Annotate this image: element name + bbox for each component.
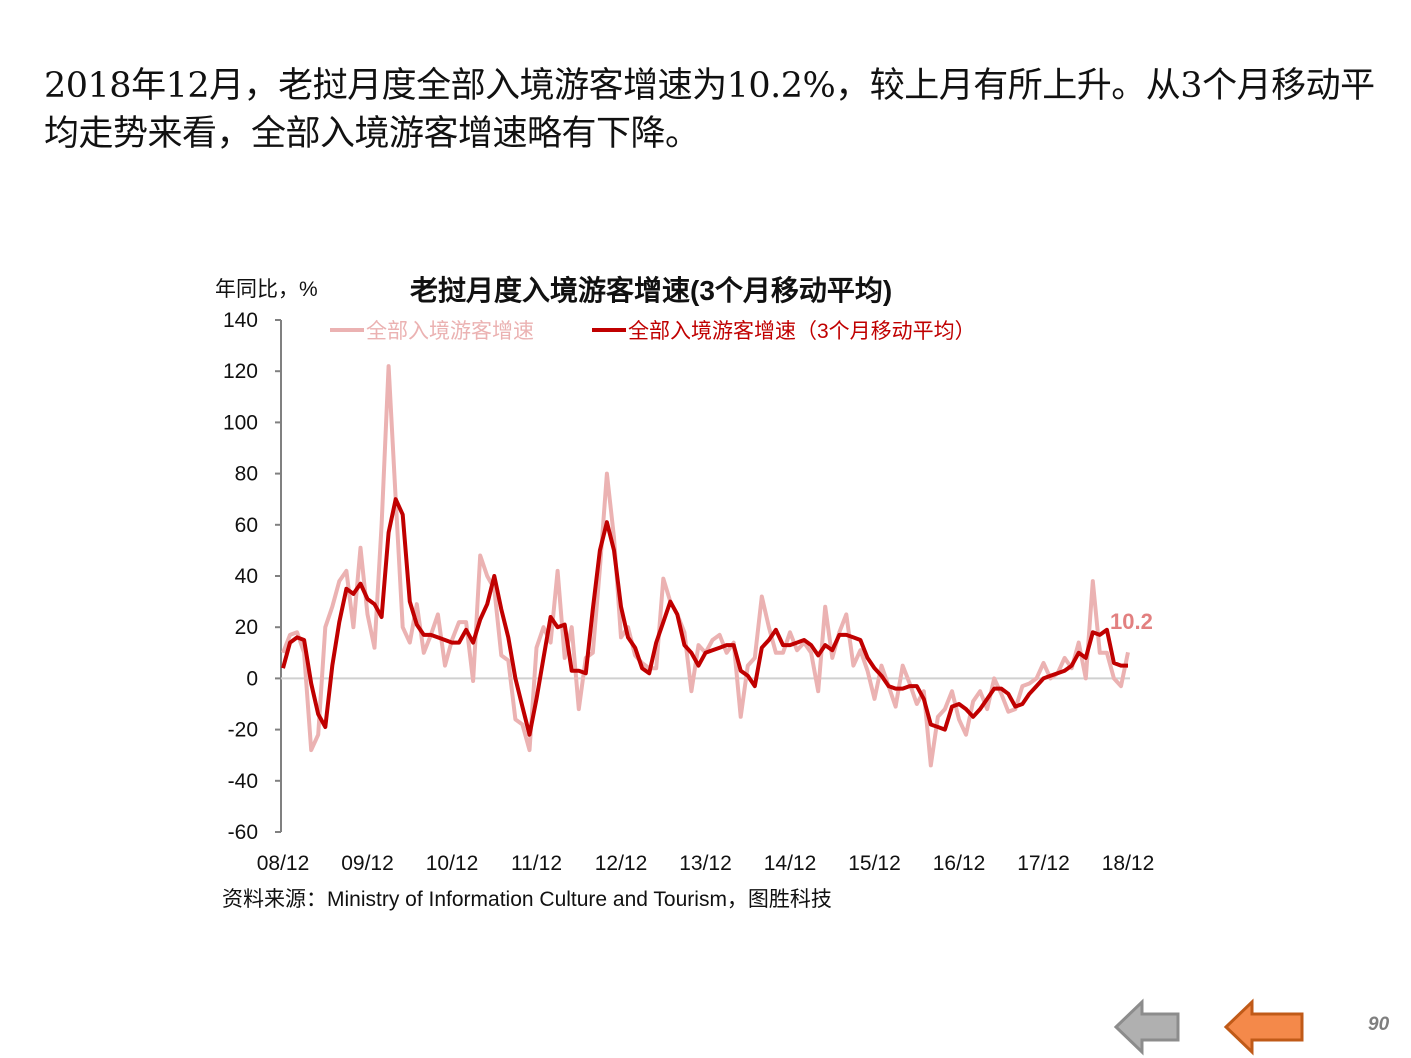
- back-arrow-button[interactable]: [1112, 998, 1184, 1056]
- x-tick-label: 11/12: [511, 852, 562, 875]
- grey-left-arrow-icon: [1113, 998, 1180, 1056]
- y-tick-label: 100: [223, 411, 258, 434]
- intro-text: 2018年12月，老挝月度全部入境游客增速为10.2%，较上月有所上升。从3个月…: [44, 66, 1375, 154]
- y-tick-label: 60: [235, 514, 258, 537]
- y-tick-label: 40: [235, 565, 258, 588]
- y-tick-label: 140: [223, 309, 258, 332]
- legend-label-raw: 全部入境游客增速: [366, 320, 534, 343]
- x-tick-label: 17/12: [1017, 852, 1070, 875]
- legend-label-ma: 全部入境游客增速（3个月移动平均）: [628, 320, 976, 343]
- chart-title: 老挝月度入境游客增速(3个月移动平均): [410, 274, 892, 306]
- moving-average-line: [281, 497, 1128, 737]
- y-tick-label: -60: [228, 821, 258, 844]
- page-number: 90: [1368, 1014, 1390, 1035]
- y-tick-label: 0: [246, 667, 258, 690]
- x-tick-label: 10/12: [426, 852, 479, 875]
- x-tick-label: 15/12: [848, 852, 901, 875]
- x-tick-label: 16/12: [933, 852, 986, 875]
- x-tick-label: 09/12: [341, 852, 394, 875]
- orange-left-arrow-icon: [1223, 998, 1304, 1056]
- y-tick-label: 120: [223, 360, 258, 383]
- x-tick-label: 13/12: [679, 852, 732, 875]
- last-value-label: 10.2: [1110, 609, 1153, 634]
- y-tick-label: 80: [235, 463, 258, 486]
- y-tick-label: -20: [228, 719, 258, 742]
- y-axis-label: 年同比，%: [215, 278, 318, 301]
- y-tick-label: 20: [235, 616, 258, 639]
- previous-arrow-button[interactable]: [1222, 998, 1308, 1056]
- raw-growth-line: [281, 364, 1130, 768]
- y-tick-label: -40: [228, 770, 258, 793]
- legend: 全部入境游客增速 全部入境游客增速（3个月移动平均）: [330, 320, 976, 343]
- x-tick-label: 18/12: [1102, 852, 1155, 875]
- x-tick-label: 08/12: [257, 852, 310, 875]
- x-tick-label: 12/12: [595, 852, 648, 875]
- source-note: 资料来源：Ministry of Information Culture and…: [222, 888, 832, 911]
- x-tick-label: 14/12: [764, 852, 817, 875]
